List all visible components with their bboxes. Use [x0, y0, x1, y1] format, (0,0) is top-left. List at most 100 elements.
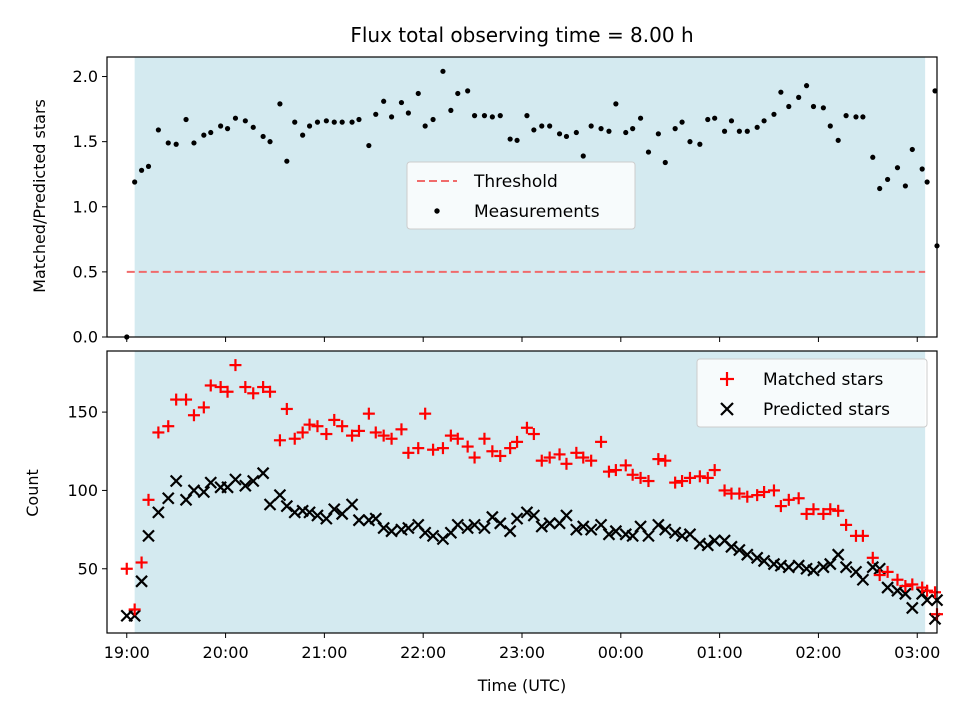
matched-star-point — [718, 484, 731, 497]
predicted-star-point — [906, 601, 919, 615]
measurement-point — [183, 116, 189, 123]
measurement-point — [224, 126, 231, 132]
predicted-star-point — [352, 513, 366, 527]
measurement-point — [507, 136, 513, 142]
predicted-star-point — [204, 476, 218, 489]
measurement-point — [323, 118, 329, 124]
predicted-star-point — [527, 509, 541, 522]
predicted-star-point — [503, 524, 517, 538]
measurement-point — [260, 133, 266, 140]
matched-star-point — [128, 603, 141, 616]
matched-star-point — [792, 492, 805, 505]
matched-star-point — [929, 586, 942, 599]
matched-star-point — [733, 487, 746, 500]
matched-star-point — [288, 432, 301, 445]
measurement-point — [267, 139, 273, 145]
predicted-star-point — [169, 474, 183, 488]
predicted-star-point — [493, 517, 507, 530]
predicted-star-point — [520, 506, 534, 519]
predicted-star-point — [750, 551, 764, 565]
predicted-star-point — [327, 502, 341, 516]
matched-star-point — [451, 432, 464, 445]
predicted-star-point — [128, 609, 141, 623]
matched-star-point — [595, 435, 608, 448]
measurement-point — [563, 133, 570, 140]
measurement-point — [497, 113, 503, 119]
matched-star-point — [352, 424, 365, 437]
measurement-point — [465, 88, 471, 94]
x-tick-label: 21:00 — [301, 643, 347, 662]
predicted-star-point — [229, 473, 242, 486]
measurement-point — [820, 105, 826, 111]
measurement-point — [440, 68, 446, 74]
predicted-star-point — [570, 523, 583, 536]
y-tick-label: 100 — [67, 481, 98, 500]
measurement-point — [771, 111, 777, 117]
matched-star-point — [906, 578, 919, 591]
measurement-point — [514, 137, 520, 143]
measurement-point — [573, 129, 579, 136]
matched-star-point — [362, 407, 375, 420]
predicted-star-point — [273, 488, 287, 502]
measurement-point — [366, 142, 372, 149]
matched-star-point — [273, 434, 286, 447]
matched-star-point — [577, 451, 590, 464]
measurement-point — [645, 149, 652, 155]
measurement-point — [637, 115, 644, 121]
matched-star-point — [264, 385, 277, 398]
matched-star-point — [162, 420, 175, 433]
predicted-star-point — [402, 521, 415, 535]
matched-star-point — [412, 442, 425, 455]
measurement-point — [191, 140, 197, 146]
measurement-point — [902, 183, 908, 189]
measurement-point — [339, 119, 345, 125]
bottom-legend: Matched stars Predicted stars — [696, 358, 928, 428]
matched-star-point — [619, 459, 632, 472]
measurement-point — [218, 123, 224, 129]
predicted-star-point — [543, 517, 556, 530]
measurement-point — [314, 119, 321, 125]
measurement-point — [884, 176, 891, 183]
x-tick-label: 00:00 — [598, 643, 644, 662]
predicted-star-point — [733, 543, 746, 557]
measurement-point — [712, 115, 718, 121]
predicted-star-point — [757, 554, 771, 568]
matched-star-point — [402, 446, 415, 459]
predicted-star-point — [478, 521, 491, 535]
x-tick-label: 19:00 — [104, 643, 150, 662]
predicted-star-point — [468, 518, 481, 532]
predicted-star-point — [576, 520, 590, 533]
measurement-point — [415, 90, 421, 97]
predicted-star-point — [161, 491, 175, 505]
predicted-legend-label: Predicted stars — [763, 400, 890, 420]
measurement-point — [623, 129, 629, 136]
measurements-legend-swatch — [434, 208, 440, 214]
predicted-star-point — [668, 526, 682, 540]
predicted-star-point — [345, 498, 359, 511]
chart-title: Flux total observing time = 8.00 h — [350, 23, 693, 47]
matched-star-point — [346, 429, 359, 442]
measurement-point — [754, 124, 760, 130]
matched-star-point — [296, 426, 309, 439]
matched-star-point — [634, 471, 647, 484]
measurement-point — [398, 99, 405, 106]
matched-star-point — [187, 409, 200, 422]
matched-star-point — [626, 468, 639, 481]
x-tick-label: 20:00 — [203, 643, 249, 662]
predicted-star-point — [831, 548, 845, 561]
y-tick-label: 0.0 — [73, 328, 98, 347]
y-tick-label: 1.5 — [73, 132, 98, 151]
predicted-star-point — [683, 528, 697, 541]
measurement-point — [250, 124, 256, 130]
y-tick-label: 1.0 — [73, 197, 98, 216]
predicted-star-point — [187, 484, 201, 497]
measurement-point — [697, 141, 703, 147]
measurement-point — [430, 116, 436, 123]
x-ticks: 19:00 20:00 21:00 22:00 23:00 00:00 01:00 02:00… — [104, 633, 940, 662]
matched-star-point — [652, 453, 665, 466]
predicted-star-point — [486, 510, 499, 524]
measurement-point — [761, 118, 767, 124]
predicted-star-point — [377, 521, 390, 535]
predicted-star-point — [609, 524, 623, 538]
top-y-ticks: 0.0 0.5 1.0 1.5 2.0 — [73, 67, 918, 347]
